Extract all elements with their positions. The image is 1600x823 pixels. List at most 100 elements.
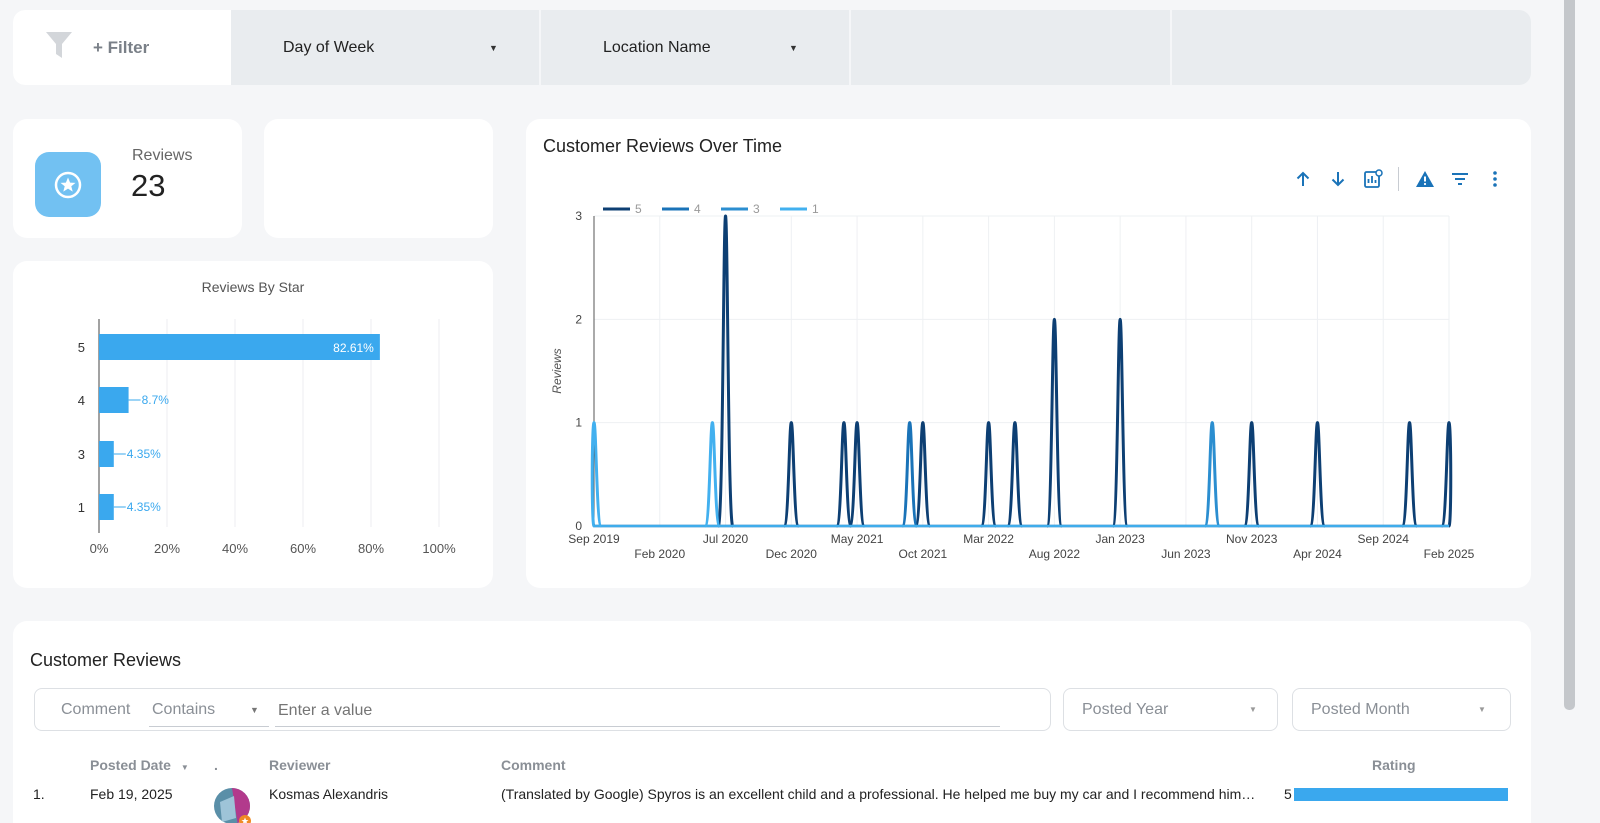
bar-x-tick-label: 80% [358, 541, 384, 556]
filter-icon[interactable] [1447, 166, 1473, 192]
series-point-1[interactable] [590, 421, 603, 528]
line-x-tick-label: Jan 2023 [1095, 532, 1145, 546]
chevron-down-icon: ▼ [250, 705, 259, 715]
line-y-tick-label: 2 [575, 312, 582, 326]
reviewer-cell: Kosmas Alexandris [269, 786, 389, 802]
star-badge-icon [35, 152, 101, 217]
bar-value-label: 82.61% [333, 341, 374, 355]
sort-ascending-button[interactable] [1290, 166, 1316, 192]
bar-category-label: 3 [78, 447, 85, 462]
bar-x-tick-label: 60% [290, 541, 316, 556]
bar-x-tick-label: 40% [222, 541, 248, 556]
bar-star-3[interactable] [99, 441, 114, 467]
add-filter-label: + Filter [93, 37, 150, 57]
series-point-5[interactable] [1440, 421, 1453, 528]
sort-caret-icon: ▼ [180, 763, 189, 772]
warning-icon[interactable] [1412, 166, 1438, 192]
series-point-5[interactable] [914, 421, 932, 528]
operator-select[interactable]: Contains ▼ [149, 695, 269, 727]
line-x-tick-label: Mar 2022 [963, 532, 1014, 546]
day-of-week-label: Day of Week [283, 38, 375, 56]
comment-field-label: Comment [61, 701, 131, 718]
series-point-5[interactable] [1006, 421, 1024, 528]
chart-insights-icon[interactable] [1360, 166, 1386, 192]
toolbar-divider [1398, 167, 1399, 191]
reviews-over-time-chart: Sep 2019 Feb 2020 Jul 2020 Dec 2020 May 2021… [550, 202, 1475, 561]
legend-label-4: 4 [694, 202, 701, 216]
line-x-tick-label: Jul 2020 [703, 532, 749, 546]
kpi-label: Reviews [132, 147, 193, 164]
avatar [214, 788, 252, 823]
line-x-tick-label: Sep 2019 [568, 532, 620, 546]
posted-month-select[interactable]: Posted Month ▼ [1292, 688, 1511, 731]
series-point-1[interactable] [703, 421, 722, 528]
chevron-down-icon: ▼ [489, 42, 498, 53]
series-point-5[interactable] [835, 421, 853, 528]
posted-date-cell: Feb 19, 2025 [90, 786, 173, 802]
bar-star-5[interactable] [99, 334, 380, 360]
more-options-icon[interactable] [1482, 166, 1508, 192]
bar-x-tick-label: 20% [154, 541, 180, 556]
series-point-5[interactable] [1045, 317, 1064, 528]
line-y-tick-label: 1 [575, 416, 582, 430]
day-of-week-selector[interactable]: Day of Week ▼ [231, 10, 541, 85]
line-y-axis-label: Reviews [550, 348, 564, 393]
reviews-by-star-card: Reviews By Star 0% 20% 40% 60% 80% 100% 5 82.61… [13, 261, 493, 588]
filter-funnel-icon [45, 30, 73, 65]
rating-header[interactable]: Rating [1372, 757, 1416, 773]
filter-bar: + Filter Day of Week ▼ Location Name ▼ [13, 10, 1531, 85]
posted-year-placeholder: Posted Year [1082, 701, 1169, 718]
bar-star-4[interactable] [99, 387, 129, 413]
posted-date-header[interactable]: Posted Date ▼ [90, 757, 189, 773]
series-point-4[interactable] [900, 421, 919, 528]
line-x-tick-label: Dec 2020 [766, 547, 818, 561]
location-name-label: Location Name [603, 38, 711, 56]
reviews-kpi-card: Reviews 23 [13, 119, 242, 238]
chart-toolbar [1281, 166, 1508, 192]
customer-reviews-card: Customer Reviews Comment Contains ▼ Post… [13, 621, 1531, 823]
sort-descending-button[interactable] [1325, 166, 1351, 192]
bar-x-tick-label: 100% [422, 541, 456, 556]
page-scrollbar[interactable] [1564, 0, 1575, 710]
row-index: 1. [33, 786, 45, 802]
chevron-down-icon: ▼ [789, 42, 798, 53]
bar-category-label: 1 [78, 500, 85, 515]
bar-star-1[interactable] [99, 494, 114, 520]
line-x-tick-label: Jun 2023 [1161, 547, 1211, 561]
line-y-tick-label: 0 [575, 519, 582, 533]
series-point-5[interactable] [848, 421, 866, 528]
comment-header[interactable]: Comment [501, 757, 566, 773]
kpi-value: 23 [131, 168, 166, 203]
series-point-5[interactable] [782, 421, 801, 528]
line-x-tick-label: Aug 2022 [1029, 547, 1081, 561]
empty-filter-slot [1172, 10, 1521, 85]
add-filter-button[interactable]: + Filter [13, 10, 231, 85]
rating-cell: 5 [1284, 786, 1292, 802]
comment-value-input[interactable] [275, 695, 1000, 727]
series-point-5[interactable] [1308, 421, 1327, 528]
dot-header[interactable]: . [214, 757, 218, 773]
series-point-5[interactable] [1400, 421, 1419, 528]
chevron-down-icon: ▼ [1249, 705, 1257, 714]
line-x-tick-label: May 2021 [831, 532, 884, 546]
location-name-selector[interactable]: Location Name ▼ [541, 10, 851, 85]
posted-date-header-label: Posted Date [90, 757, 171, 773]
line-chart-title: Customer Reviews Over Time [543, 136, 783, 156]
reviews-by-star-chart: 0% 20% 40% 60% 80% 100% 5 82.61% 4 8.7% 3 4.35% 1 4.3… [78, 319, 456, 556]
bar-x-tick-label: 0% [90, 541, 109, 556]
series-point-5[interactable] [979, 421, 998, 528]
blank-card [264, 119, 493, 238]
reviewer-header[interactable]: Reviewer [269, 757, 331, 773]
series-point-5[interactable] [716, 214, 735, 528]
posted-year-select[interactable]: Posted Year ▼ [1063, 688, 1278, 731]
empty-filter-slot [851, 10, 1172, 85]
legend-label-5: 5 [635, 202, 642, 216]
line-x-tick-label: Oct 2021 [898, 547, 947, 561]
bar-chart-title: Reviews By Star [201, 279, 305, 295]
line-x-tick-label: Nov 2023 [1226, 532, 1278, 546]
series-point-5[interactable] [1242, 421, 1261, 528]
series-point-3[interactable] [1203, 421, 1221, 528]
legend-label-3: 3 [753, 202, 760, 216]
bar-value-label: 8.7% [142, 393, 170, 407]
series-point-5[interactable] [1111, 317, 1129, 528]
